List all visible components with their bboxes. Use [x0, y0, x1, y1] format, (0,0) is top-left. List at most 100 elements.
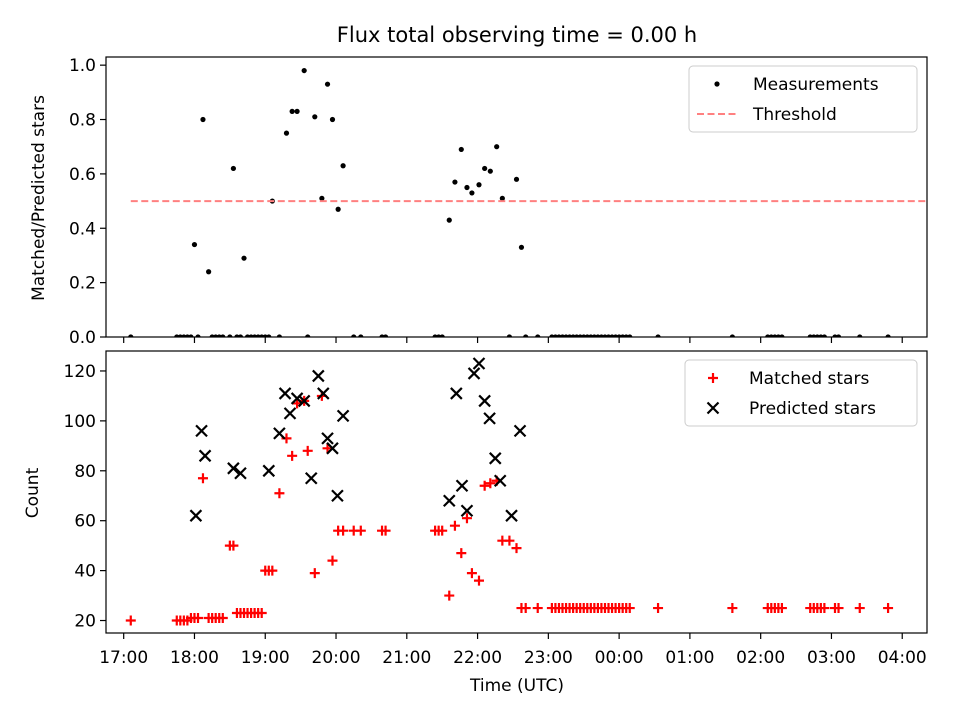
matched-stars-point — [197, 473, 208, 484]
measurements-point — [627, 334, 633, 337]
matched-stars-point — [355, 525, 366, 536]
y-tick-label: 1.0 — [69, 56, 96, 76]
top-panel: 0.0 0.2 0.4 0.6 0.8 1.0 Measurements Threshold — [69, 56, 928, 348]
bottom-panel: 20 40 60 80 100 120 17:00 18:00 19:00 20:00 21:00 2… — [64, 350, 928, 668]
measurements-point — [506, 334, 513, 337]
measurements-point — [655, 334, 661, 337]
measurements-point — [191, 241, 198, 248]
y-tick-label: 0.2 — [69, 274, 96, 294]
measurements-point — [305, 334, 311, 337]
legend-label-threshold: Threshold — [752, 105, 837, 125]
matched-stars-point — [267, 565, 278, 576]
measurements-point — [128, 334, 134, 337]
predicted-stars-point — [273, 427, 286, 440]
matched-stars-point — [274, 488, 285, 499]
legend-handle-predicted-stars — [706, 401, 720, 415]
measurements-point — [729, 334, 735, 337]
matched-stars-point — [309, 568, 320, 579]
chart-title: Flux total observing time = 0.00 h — [337, 23, 697, 47]
matched-stars-point — [228, 540, 239, 551]
matched-stars-point — [461, 513, 472, 524]
matched-stars-point — [444, 590, 455, 601]
matched-stars-point — [883, 603, 894, 614]
predicted-stars-point — [297, 394, 311, 408]
x-tick-label: 17:00 — [99, 648, 148, 668]
measurements-point — [518, 244, 525, 250]
measurements-point — [439, 334, 445, 337]
legend-label-predicted-stars: Predicted stars — [749, 399, 876, 419]
x-axis-label: Time (UTC) — [469, 676, 564, 696]
predicted-stars-point — [189, 509, 203, 522]
y-tick-label: 100 — [64, 412, 96, 432]
predicted-stars-point — [493, 474, 507, 488]
measurements-point — [340, 163, 346, 169]
y-tick-label: 0.6 — [69, 165, 96, 185]
measurements-point — [324, 81, 331, 87]
x-tick-label: 23:00 — [524, 648, 573, 668]
matched-stars-point — [624, 603, 635, 614]
measurements-point — [835, 334, 842, 337]
matched-stars-point — [322, 443, 333, 454]
measurements-point — [464, 184, 470, 191]
measurements-point — [220, 334, 226, 337]
measurements-point — [458, 146, 464, 153]
measurements-point — [312, 114, 318, 120]
x-tick-label: 00:00 — [595, 648, 644, 668]
x-tick-label: 02:00 — [736, 648, 785, 668]
measurements-point — [513, 176, 520, 182]
measurements-point — [535, 334, 541, 337]
measurements-point — [358, 334, 364, 337]
matched-stars-point — [819, 603, 830, 614]
legend-box — [688, 65, 918, 133]
legend: Matched stars Predicted stars — [684, 359, 918, 427]
matched-stars-point — [125, 615, 136, 626]
matched-stars-point — [854, 603, 865, 614]
plot-area — [128, 67, 927, 337]
measurements-point — [200, 116, 206, 123]
predicted-stars-point — [195, 424, 208, 438]
y-tick-label: 0.4 — [69, 219, 96, 239]
matched-stars-point — [217, 613, 228, 624]
matched-stars-point — [327, 555, 338, 566]
measurements-point — [494, 144, 500, 150]
legend-label-measurements: Measurements — [753, 75, 879, 95]
predicted-stars-point — [326, 442, 339, 455]
matched-stars-point — [256, 608, 267, 619]
legend-handle-measurements — [714, 81, 720, 87]
predicted-stars-point — [283, 407, 297, 420]
plot-area — [125, 357, 894, 626]
measurements-point — [351, 334, 357, 337]
measurements-point — [241, 255, 247, 261]
measurements-point — [382, 334, 389, 337]
y-tick-label: 0.0 — [69, 328, 96, 348]
predicted-stars-point — [483, 412, 496, 425]
matched-stars-point — [485, 478, 496, 489]
matched-stars-point — [437, 525, 448, 536]
measurements-point — [206, 269, 212, 275]
predicted-stars-point — [478, 394, 491, 408]
predicted-stars-point — [472, 357, 486, 370]
measurements-point — [301, 67, 307, 74]
matched-stars-point — [449, 520, 460, 531]
matched-stars-point — [466, 568, 477, 579]
predicted-stars-point — [467, 367, 481, 380]
measurements-point — [779, 334, 785, 337]
axes-frame — [105, 56, 928, 338]
x-tick-label: 20:00 — [312, 648, 361, 668]
measurements-point — [885, 334, 891, 337]
y-tick-label: 120 — [64, 362, 96, 382]
matched-stars-point — [727, 603, 738, 614]
matched-stars-point — [520, 603, 531, 614]
legend-handle-matched-stars — [708, 373, 718, 383]
measurements-point — [329, 116, 336, 123]
predicted-stars-point — [455, 479, 469, 493]
matched-stars-point — [833, 603, 844, 614]
predicted-stars-point — [304, 471, 318, 485]
measurements-point — [230, 165, 236, 172]
matched-stars-point — [504, 535, 515, 546]
matched-stars-point — [473, 575, 484, 586]
y-tick-label: 0.8 — [69, 111, 96, 131]
measurements-point — [523, 334, 529, 337]
predicted-stars-point — [331, 489, 344, 503]
measurements-point — [821, 334, 827, 337]
